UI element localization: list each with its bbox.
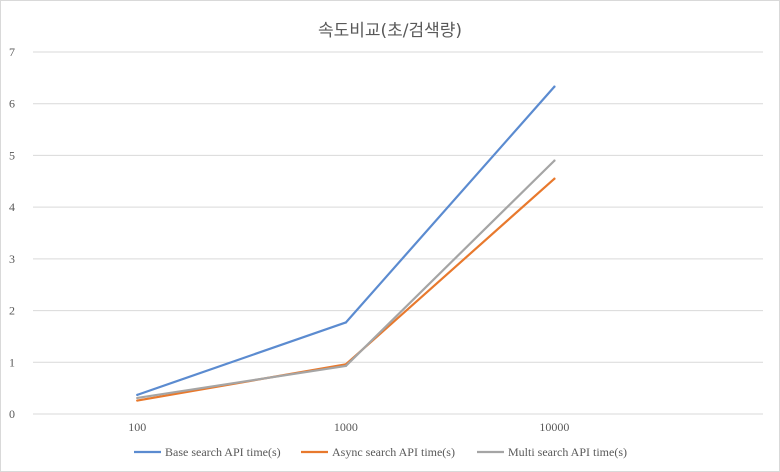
series-lines xyxy=(136,85,556,402)
x-tick-label: 1000 xyxy=(334,420,358,434)
data-point xyxy=(136,399,139,402)
y-tick-label: 0 xyxy=(9,407,15,421)
x-axis-ticks: 100 1000 10000 xyxy=(128,420,569,434)
data-point xyxy=(553,159,556,162)
y-tick-label: 5 xyxy=(9,148,15,162)
y-tick-label: 2 xyxy=(9,304,15,318)
y-tick-label: 7 xyxy=(9,45,15,59)
gridlines xyxy=(33,51,763,415)
legend: Base search API time(s) Async search API … xyxy=(134,445,627,459)
x-tick-label: 100 xyxy=(128,420,146,434)
data-point xyxy=(344,364,347,368)
data-point xyxy=(344,321,347,324)
x-tick-label: 10000 xyxy=(539,420,569,434)
legend-label: Async search API time(s) xyxy=(332,445,455,459)
y-tick-label: 6 xyxy=(9,97,15,111)
chart-title: 속도비교(초/검색량) xyxy=(318,21,462,41)
data-point xyxy=(136,396,139,400)
y-tick-label: 4 xyxy=(9,200,15,214)
series-line-2 xyxy=(136,177,556,402)
data-point xyxy=(136,393,139,396)
legend-label: Multi search API time(s) xyxy=(508,445,627,459)
y-tick-label: 3 xyxy=(9,252,15,266)
legend-label: Base search API time(s) xyxy=(165,445,281,459)
data-point xyxy=(553,177,556,180)
series-line-1 xyxy=(136,85,556,396)
data-point xyxy=(553,85,556,88)
y-axis-ticks: 0 1 2 3 4 5 6 7 xyxy=(9,45,15,421)
y-tick-label: 1 xyxy=(9,355,15,369)
